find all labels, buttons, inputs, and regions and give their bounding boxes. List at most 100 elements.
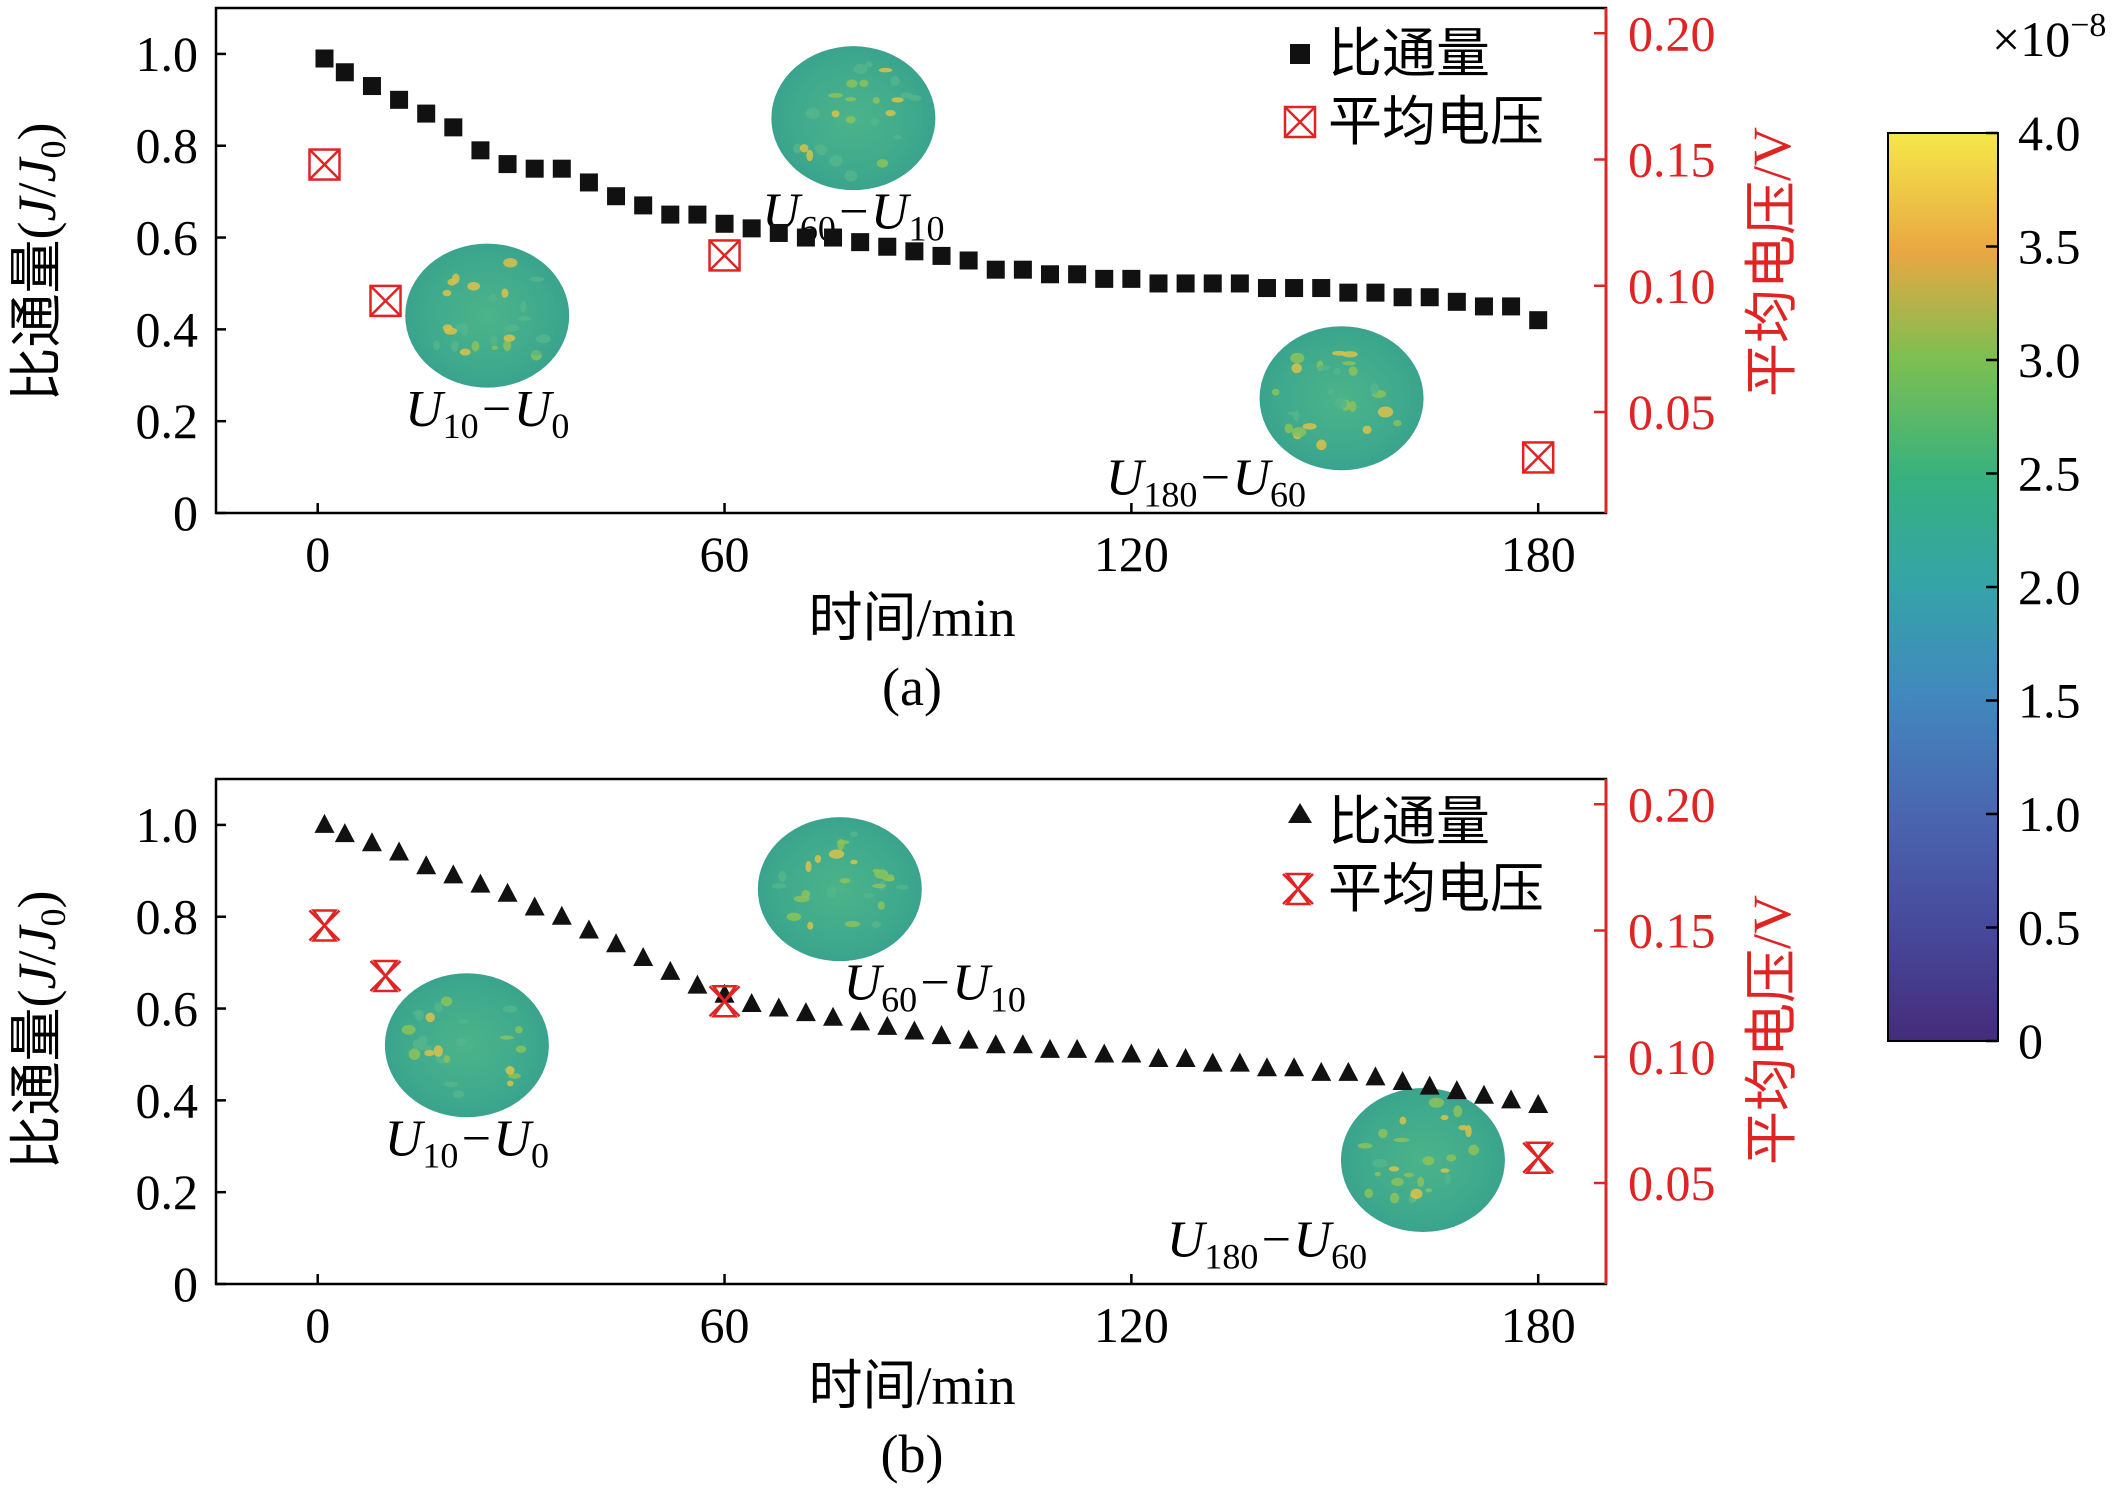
legend-voltage-label: 平均电压 bbox=[1328, 859, 1544, 919]
inset-map-speck bbox=[1287, 411, 1296, 416]
flux-point bbox=[1502, 297, 1521, 316]
y-tick-label: 0.4 bbox=[136, 301, 199, 357]
inset-map-speck bbox=[455, 1038, 466, 1047]
inset-flux-map bbox=[1259, 326, 1424, 471]
legend-voltage-label: 平均电压 bbox=[1328, 92, 1544, 152]
inset-map-speck bbox=[845, 97, 857, 102]
inset-map-speck bbox=[1399, 1116, 1407, 1125]
inset-map-speck bbox=[1348, 401, 1357, 412]
inset-map-speck bbox=[415, 1009, 424, 1022]
inset-map-speck bbox=[878, 67, 893, 73]
flux-point bbox=[470, 873, 491, 893]
flux-point bbox=[314, 813, 335, 833]
inset-map-speck bbox=[827, 886, 837, 899]
inset-map-speck bbox=[1393, 1137, 1410, 1143]
flux-point bbox=[905, 242, 924, 261]
inset-map-speck bbox=[1335, 397, 1347, 410]
colorbar-tick-label: 3.5 bbox=[2018, 219, 2081, 275]
inset-map-disk bbox=[405, 243, 570, 388]
flux-point bbox=[959, 251, 978, 270]
inset-flux-map bbox=[1340, 1088, 1505, 1233]
inset-map-speck bbox=[831, 110, 840, 118]
legend-flux-marker bbox=[1288, 803, 1312, 823]
flux-point bbox=[1311, 1061, 1332, 1081]
inset-map-speck bbox=[863, 892, 875, 899]
flux-point bbox=[578, 919, 599, 939]
panel-b: 0 60 120 180 00.20.40.60.81.0 0.050.100.150… bbox=[7, 776, 1802, 1484]
inset-map-speck bbox=[793, 895, 810, 903]
flux-point bbox=[1446, 1080, 1467, 1100]
flux-point bbox=[334, 823, 355, 843]
flux-point bbox=[1257, 279, 1276, 298]
inset-map-speck bbox=[828, 849, 845, 859]
inset-map-speck bbox=[1290, 352, 1305, 364]
inset-map-speck bbox=[444, 327, 458, 335]
inset-map-speck bbox=[1440, 1114, 1449, 1121]
inset-map-speck bbox=[807, 921, 814, 930]
inset-map-speck bbox=[786, 912, 802, 922]
flux-point bbox=[497, 882, 518, 902]
inset-map-speck bbox=[1440, 1168, 1450, 1173]
inset-map-speck bbox=[401, 1024, 416, 1035]
inset-map-speck bbox=[850, 859, 858, 865]
legend-flux-label: 比通量 bbox=[1328, 24, 1490, 84]
inset-map-speck bbox=[814, 855, 822, 863]
colorbar-tick-label: 4.0 bbox=[2018, 105, 2081, 161]
flux-point bbox=[1040, 1038, 1060, 1058]
voltage-point bbox=[369, 284, 402, 318]
flux-point bbox=[1256, 1057, 1277, 1077]
legend-flux-label: 比通量 bbox=[1328, 792, 1490, 852]
flux-point bbox=[1284, 1057, 1305, 1077]
inset-map-speck bbox=[408, 1048, 421, 1060]
inset-map-speck bbox=[535, 334, 551, 344]
inset-map-speck bbox=[499, 1035, 514, 1040]
inset-map-speck bbox=[893, 135, 902, 140]
inset-label: U180−U60 bbox=[1106, 450, 1306, 515]
inset-map-speck bbox=[870, 118, 880, 127]
y2-tick-label: 0.05 bbox=[1628, 384, 1716, 440]
inset-map-speck bbox=[771, 883, 787, 889]
x-tick-label: 180 bbox=[1501, 526, 1576, 582]
flux-point bbox=[714, 983, 735, 1003]
flux-point bbox=[1149, 274, 1168, 293]
flux-point bbox=[1068, 265, 1087, 284]
flux-point bbox=[1013, 260, 1032, 279]
legend-voltage-marker bbox=[1283, 105, 1317, 139]
flux-point bbox=[932, 246, 951, 265]
inset-map-speck bbox=[529, 276, 545, 282]
flux-point bbox=[361, 832, 382, 852]
flux-point bbox=[315, 49, 334, 68]
y-tick-label: 1.0 bbox=[136, 26, 199, 82]
x-tick-label: 0 bbox=[305, 526, 330, 582]
flux-point bbox=[768, 997, 789, 1017]
flux-point bbox=[1419, 1075, 1440, 1095]
colorbar-tick-label: 0 bbox=[2018, 1013, 2043, 1069]
colorbar-tick-label: 1.5 bbox=[2018, 673, 2081, 729]
flux-point bbox=[1365, 1066, 1386, 1086]
flux-point bbox=[851, 233, 870, 252]
inset-map-speck bbox=[871, 883, 887, 889]
inset-map-speck bbox=[1458, 1125, 1468, 1131]
flux-point bbox=[687, 974, 708, 994]
inset-map-speck bbox=[1408, 1196, 1415, 1204]
inset-map-speck bbox=[1391, 1177, 1404, 1187]
voltage-series bbox=[308, 909, 1555, 1174]
inset-map-speck bbox=[471, 340, 480, 352]
inset-map-speck bbox=[1378, 1128, 1388, 1139]
inset-map-speck bbox=[531, 351, 542, 356]
inset-map-speck bbox=[458, 1019, 469, 1024]
inset-map-speck bbox=[1377, 406, 1394, 418]
inset-map-speck bbox=[491, 345, 498, 350]
flux-point bbox=[850, 1011, 871, 1031]
inset-flux-map bbox=[405, 243, 570, 388]
inset-map-disk bbox=[384, 973, 549, 1118]
x-tick-label: 0 bbox=[305, 1297, 330, 1353]
panel-label: (b) bbox=[881, 1424, 944, 1484]
inset-map-speck bbox=[865, 61, 873, 68]
flux-point bbox=[552, 159, 571, 178]
flux-point bbox=[1202, 1052, 1223, 1072]
y-axis-title: 比通量(J/J0) bbox=[7, 123, 73, 402]
y2-tick-label: 0.15 bbox=[1628, 132, 1716, 188]
inset-map-speck bbox=[1362, 425, 1372, 434]
flux-point bbox=[741, 992, 762, 1012]
